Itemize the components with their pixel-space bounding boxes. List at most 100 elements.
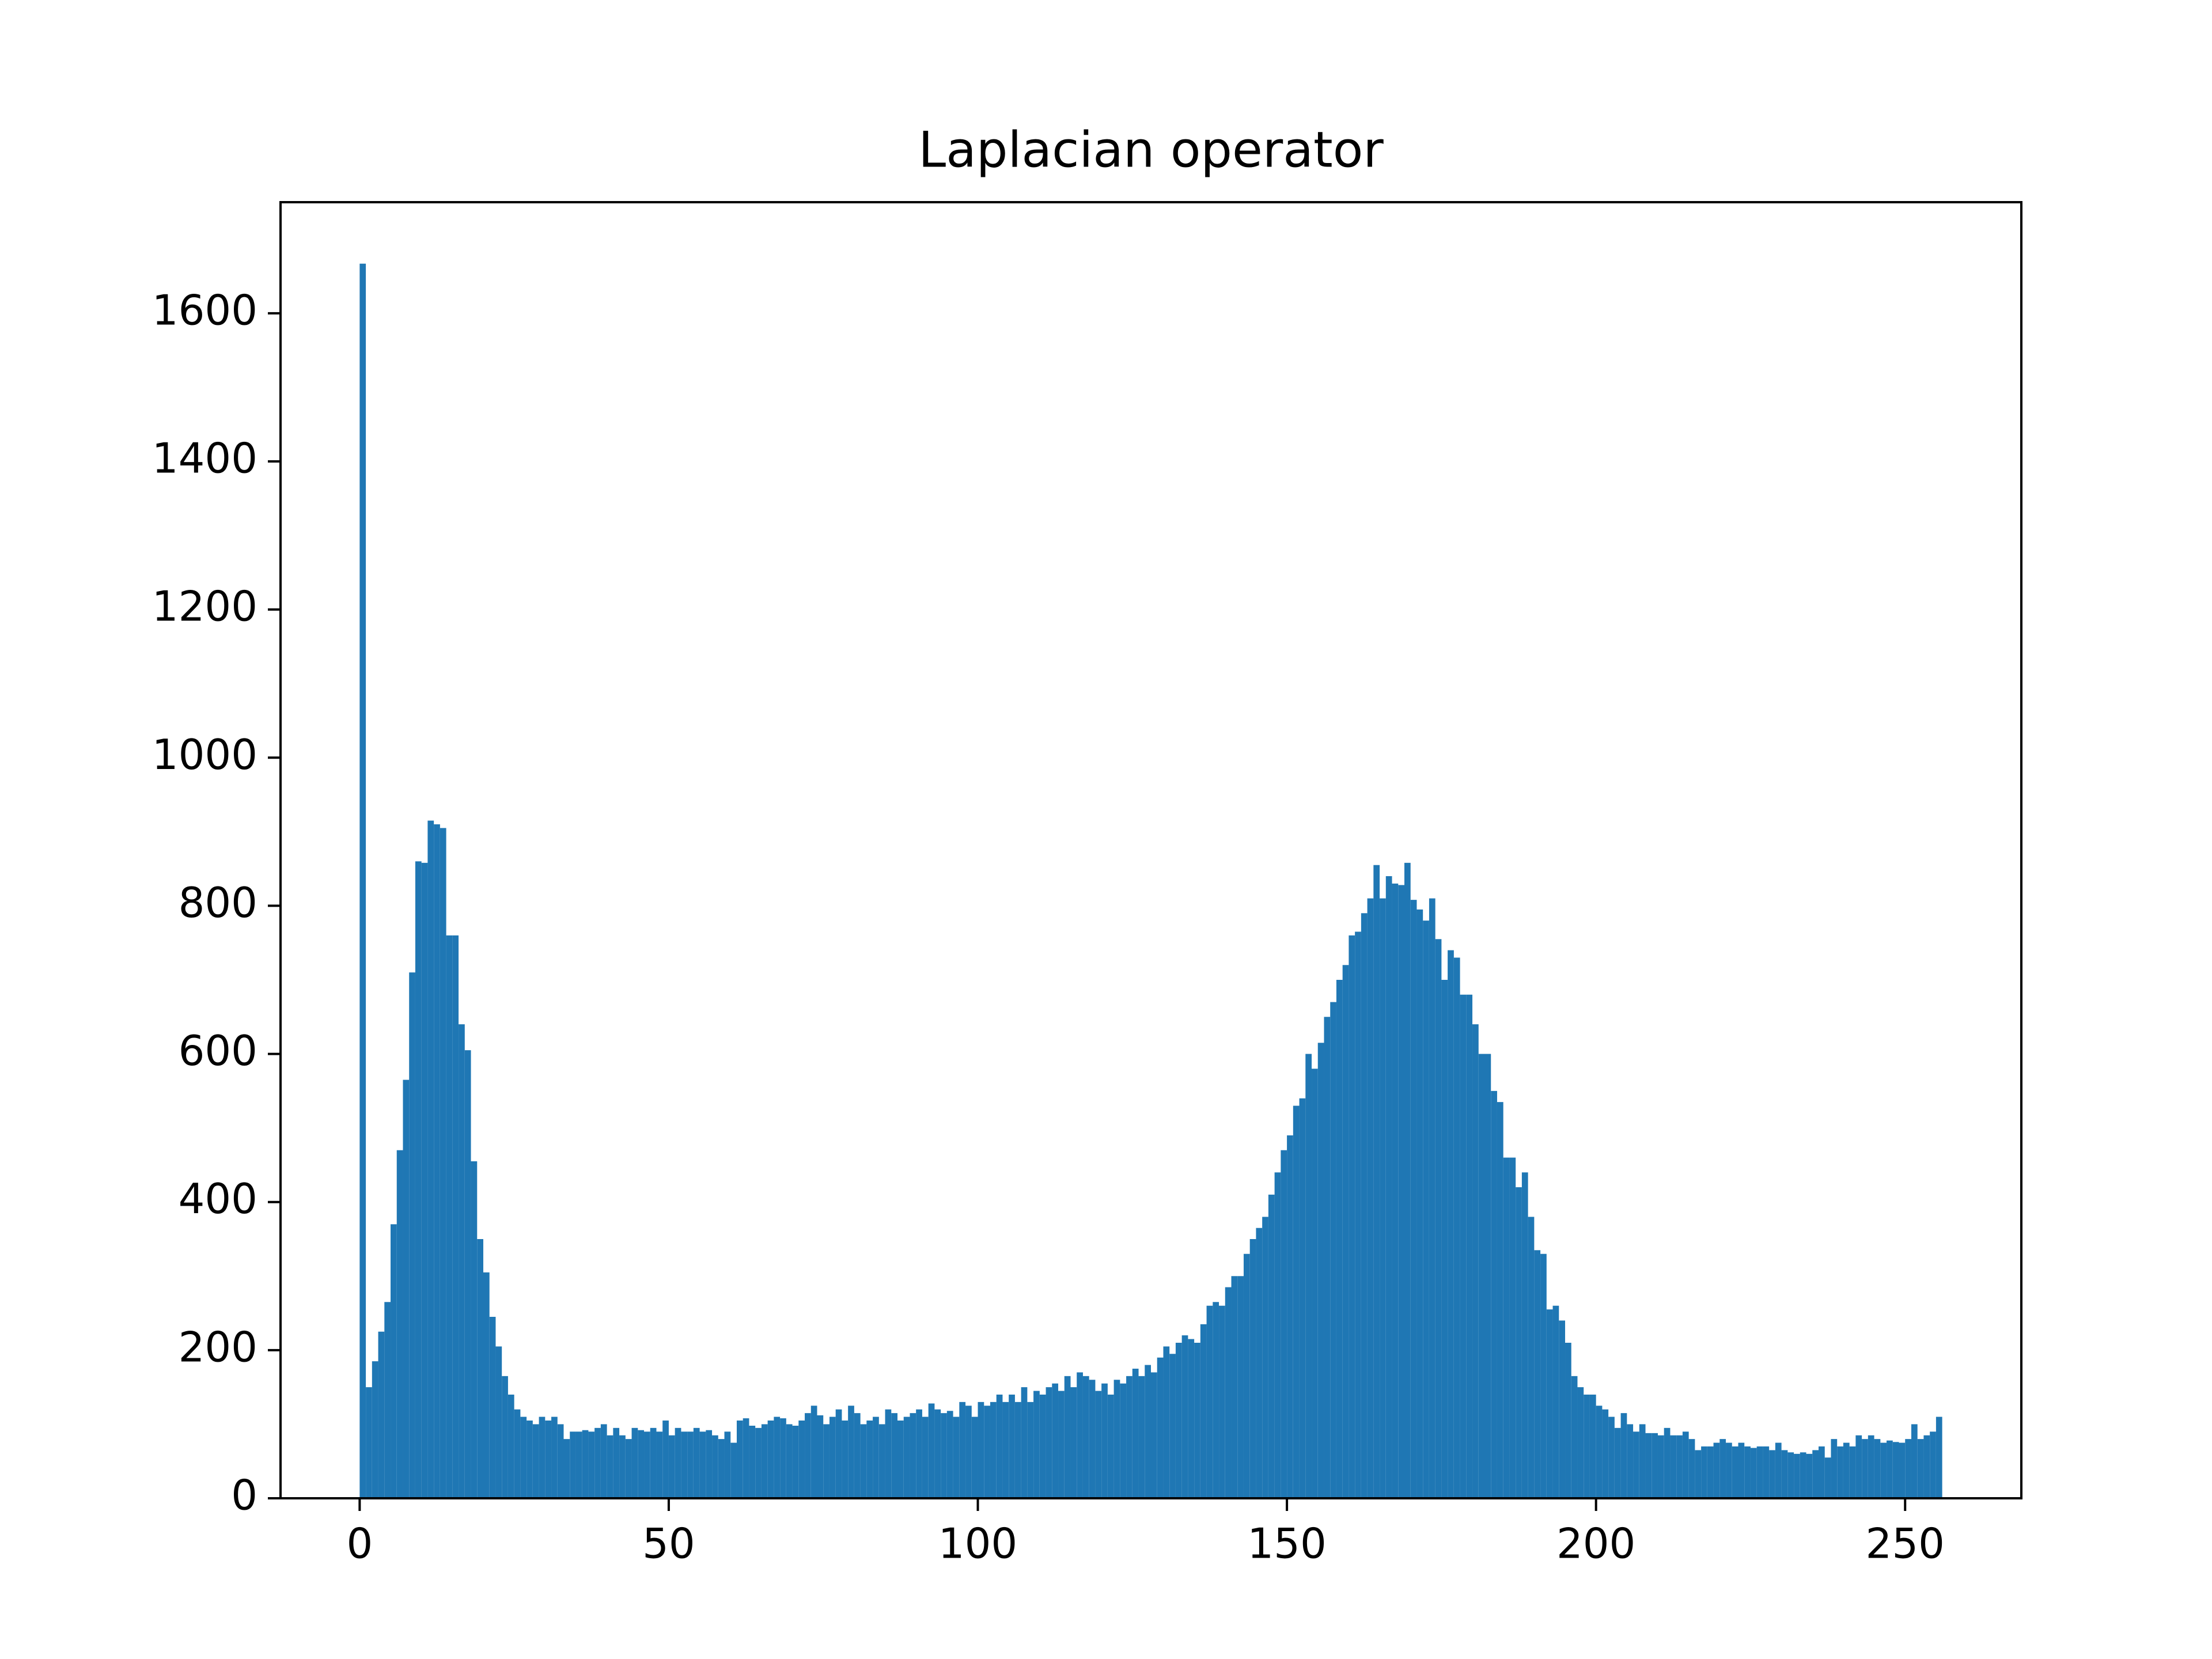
bar (396, 1150, 403, 1498)
bar (1423, 921, 1429, 1498)
bar (1002, 1402, 1009, 1498)
bar (1113, 1380, 1120, 1498)
bar (1175, 1343, 1182, 1498)
bar (1361, 913, 1368, 1498)
y-tick-label: 200 (179, 1323, 257, 1371)
bar (1831, 1439, 1838, 1498)
bar (502, 1376, 508, 1498)
bar (873, 1416, 879, 1498)
bar (489, 1317, 496, 1498)
bar (638, 1430, 645, 1498)
bar (1892, 1442, 1899, 1498)
bar (1181, 1335, 1188, 1498)
bar (953, 1416, 960, 1498)
bar (1200, 1324, 1207, 1498)
bar (1219, 1305, 1225, 1498)
bar (1126, 1376, 1132, 1498)
chart-title: Laplacian operator (918, 121, 1384, 179)
bar (1188, 1339, 1195, 1498)
bar (891, 1413, 898, 1498)
y-tick-label: 1000 (152, 730, 257, 779)
x-tick-label: 100 (938, 1520, 1017, 1568)
bar (1911, 1424, 1918, 1498)
bar (1330, 1002, 1336, 1498)
bar (1843, 1442, 1850, 1498)
bar (1206, 1305, 1213, 1498)
bar (706, 1430, 713, 1498)
bar (1769, 1450, 1775, 1498)
bar (378, 1331, 385, 1498)
bar (434, 824, 440, 1498)
bar (1151, 1372, 1157, 1498)
y-tick-label: 1600 (152, 286, 257, 334)
bar (1435, 939, 1442, 1498)
bar (675, 1427, 681, 1498)
bar (1256, 1228, 1263, 1498)
bar (1652, 1433, 1658, 1498)
bar (1540, 1253, 1547, 1498)
bar (1033, 1391, 1040, 1498)
bar (1584, 1395, 1590, 1498)
bar (415, 861, 422, 1498)
bar (1404, 862, 1411, 1498)
bar (1101, 1383, 1108, 1498)
bar (1380, 898, 1386, 1498)
bar (520, 1416, 527, 1498)
bar (1077, 1372, 1083, 1498)
bar (1392, 883, 1399, 1498)
bar (1213, 1302, 1219, 1498)
bar (1930, 1431, 1936, 1498)
bar (1868, 1435, 1874, 1498)
bar (724, 1431, 731, 1498)
bar (1107, 1395, 1114, 1498)
bar (1534, 1250, 1541, 1498)
bar (860, 1424, 867, 1498)
bar (780, 1418, 786, 1498)
bar (823, 1424, 830, 1498)
bar (755, 1427, 762, 1498)
bar (1194, 1343, 1200, 1498)
bar (910, 1413, 916, 1498)
bar (1750, 1448, 1757, 1498)
bar (1812, 1450, 1819, 1498)
bar (1756, 1446, 1763, 1498)
bar (1516, 1187, 1522, 1498)
bar (946, 1411, 953, 1498)
bar (1243, 1253, 1250, 1498)
bar (1472, 1024, 1479, 1498)
bar (798, 1421, 805, 1498)
bar (1138, 1376, 1145, 1498)
bar (1070, 1387, 1077, 1498)
bar (1608, 1416, 1615, 1498)
bar (1460, 994, 1467, 1498)
bar (792, 1426, 799, 1498)
bar (1713, 1442, 1720, 1498)
bar (1157, 1357, 1164, 1498)
bar (1726, 1442, 1732, 1498)
bar (1082, 1376, 1089, 1498)
bar (1466, 994, 1473, 1498)
bar (835, 1409, 842, 1498)
bar (1819, 1446, 1825, 1498)
bar (551, 1416, 558, 1498)
bar (687, 1431, 694, 1498)
bar (1577, 1387, 1584, 1498)
bar (848, 1406, 854, 1498)
bar (1373, 865, 1380, 1498)
bar (495, 1346, 502, 1498)
bar (743, 1418, 749, 1498)
bar (1682, 1431, 1689, 1498)
bar (878, 1424, 885, 1498)
bar (1491, 1090, 1497, 1498)
bar (712, 1435, 718, 1498)
bar (1620, 1413, 1627, 1498)
bar (656, 1431, 663, 1498)
bar (1552, 1305, 1559, 1498)
bar (903, 1416, 910, 1498)
x-tick-label: 0 (346, 1520, 373, 1568)
bar (545, 1421, 552, 1498)
bar (600, 1424, 607, 1498)
bar (1448, 950, 1454, 1498)
bar (409, 972, 415, 1498)
bar (1095, 1391, 1102, 1498)
